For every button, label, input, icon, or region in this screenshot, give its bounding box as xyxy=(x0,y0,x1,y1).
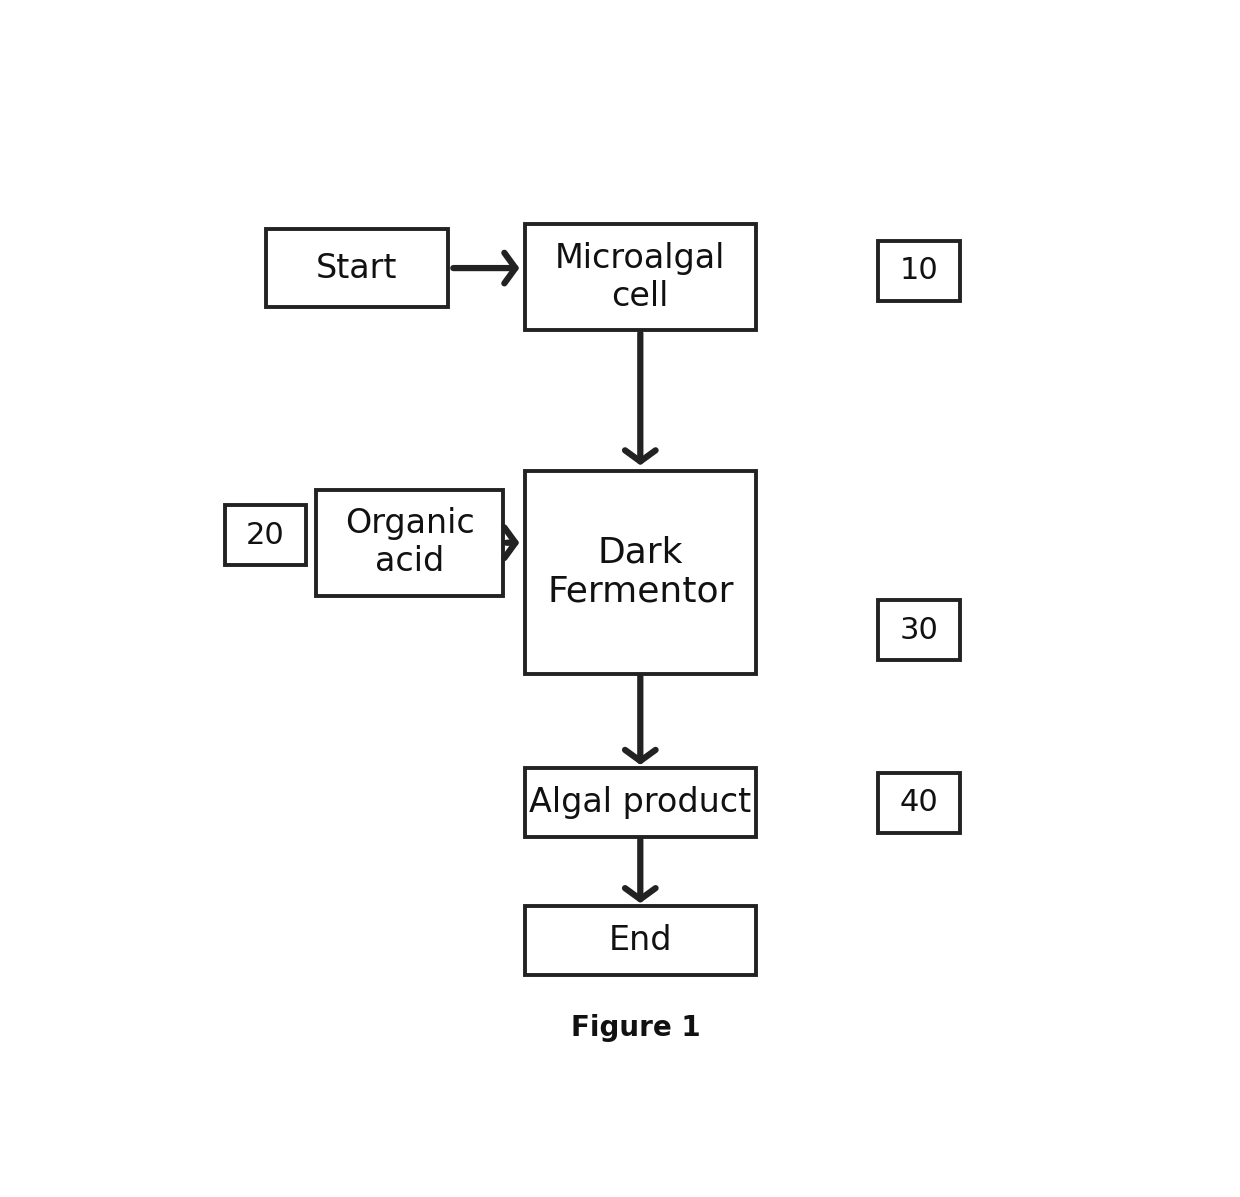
Text: Start: Start xyxy=(316,251,398,285)
FancyBboxPatch shape xyxy=(525,768,755,837)
Text: Algal product: Algal product xyxy=(529,786,751,819)
FancyBboxPatch shape xyxy=(525,224,755,330)
Text: Figure 1: Figure 1 xyxy=(570,1015,701,1043)
Text: Microalgal
cell: Microalgal cell xyxy=(556,242,725,312)
Text: 30: 30 xyxy=(899,615,939,645)
FancyBboxPatch shape xyxy=(878,601,960,661)
FancyBboxPatch shape xyxy=(525,906,755,976)
Text: 20: 20 xyxy=(246,521,285,549)
Text: 10: 10 xyxy=(900,256,939,285)
FancyBboxPatch shape xyxy=(525,470,755,674)
Text: Organic
acid: Organic acid xyxy=(345,508,475,578)
FancyBboxPatch shape xyxy=(878,241,960,300)
FancyBboxPatch shape xyxy=(316,490,503,596)
FancyBboxPatch shape xyxy=(878,773,960,833)
FancyBboxPatch shape xyxy=(265,229,448,308)
Text: 40: 40 xyxy=(900,788,939,818)
Text: Dark
Fermentor: Dark Fermentor xyxy=(547,535,734,609)
FancyBboxPatch shape xyxy=(224,505,306,565)
Text: End: End xyxy=(609,924,672,958)
